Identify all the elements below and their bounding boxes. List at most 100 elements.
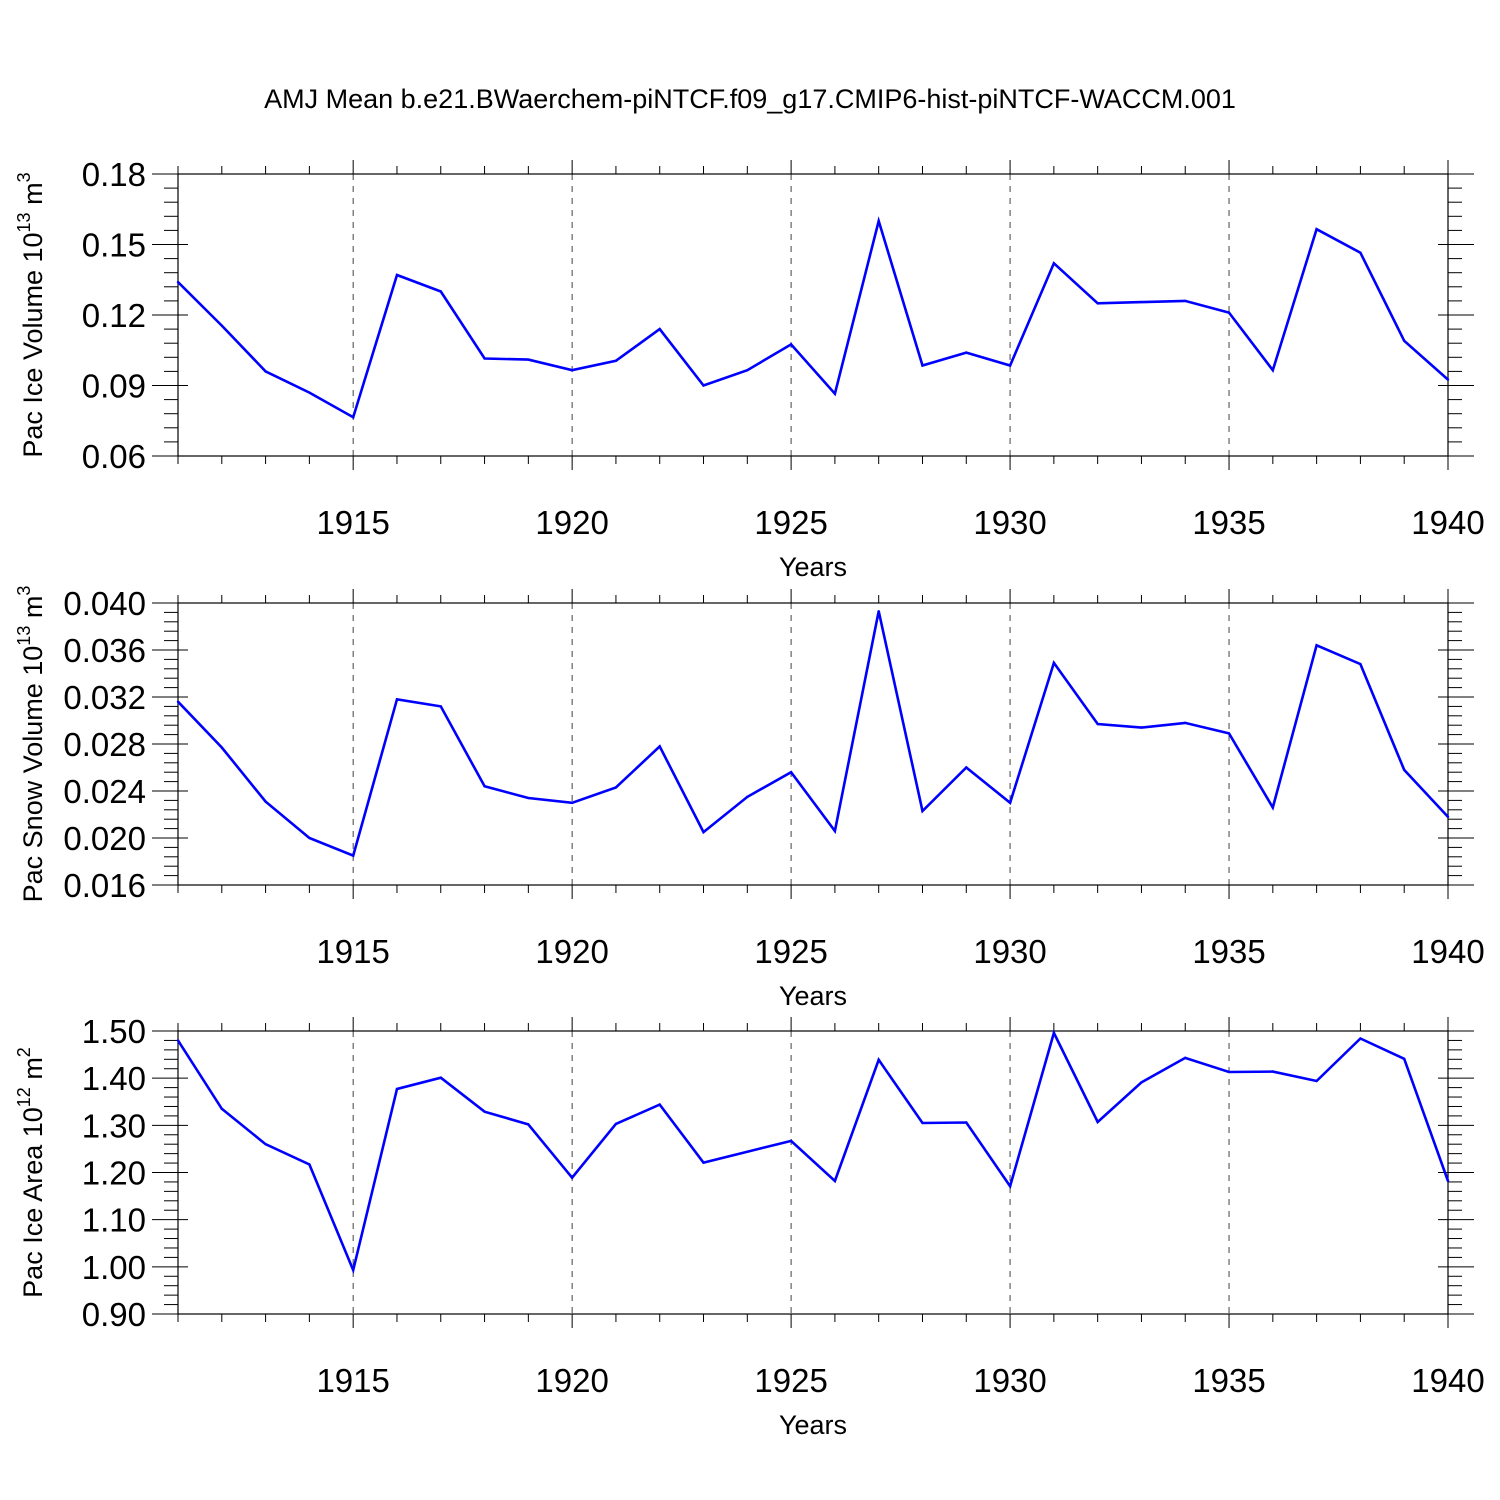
x-tick-label: 1920 bbox=[535, 933, 608, 970]
data-point bbox=[1315, 1079, 1318, 1083]
y-tick-label: 1.20 bbox=[82, 1155, 146, 1192]
data-point bbox=[1008, 364, 1012, 367]
x-tick-label: 1930 bbox=[973, 1362, 1046, 1399]
chart-panel-3: 0.90 1.00 1.10 1.20 1.30 1.40 1.50 1915 1920 1925… bbox=[14, 1013, 1485, 1440]
series-line bbox=[177, 216, 1449, 420]
x-tick-label: 1920 bbox=[535, 1362, 608, 1399]
data-point bbox=[527, 358, 530, 361]
data-point bbox=[746, 795, 749, 799]
data-point bbox=[658, 327, 661, 331]
data-point bbox=[1096, 302, 1099, 305]
data-point bbox=[483, 1110, 486, 1113]
data-point bbox=[1446, 1179, 1450, 1183]
data-point bbox=[1403, 1057, 1406, 1061]
data-point bbox=[220, 324, 223, 327]
y-axis-label: Pac Ice Volume 1013 m3 bbox=[14, 172, 48, 457]
data-point bbox=[570, 801, 574, 804]
data-point bbox=[1140, 300, 1143, 304]
data-point bbox=[965, 1121, 968, 1124]
data-point bbox=[921, 364, 924, 367]
data-point bbox=[789, 1139, 793, 1143]
data-point bbox=[877, 610, 880, 613]
y-tick-label: 0.020 bbox=[63, 820, 146, 857]
data-point bbox=[176, 1039, 180, 1042]
y-tick-label: 1.10 bbox=[82, 1202, 146, 1239]
data-point bbox=[1315, 228, 1318, 231]
data-point bbox=[395, 273, 399, 277]
data-point bbox=[658, 1103, 661, 1106]
data-point bbox=[965, 351, 968, 354]
data-point bbox=[439, 705, 442, 708]
x-tick-label: 1930 bbox=[973, 504, 1046, 541]
y-tick-label: 0.18 bbox=[82, 156, 146, 193]
data-point bbox=[1052, 1031, 1056, 1035]
data-point bbox=[527, 796, 530, 800]
data-point bbox=[264, 800, 267, 803]
data-point bbox=[570, 369, 574, 372]
x-tick-label: 1940 bbox=[1411, 504, 1484, 541]
data-point bbox=[395, 1087, 399, 1091]
data-point bbox=[439, 290, 442, 293]
y-tick-label: 0.024 bbox=[63, 773, 146, 810]
x-axis-label: Years bbox=[779, 552, 847, 582]
data-point bbox=[1271, 806, 1275, 809]
data-point bbox=[1403, 768, 1406, 772]
chart-panel-1: 0.06 0.09 0.12 0.15 0.18 1915 1920 1925 1930 1935… bbox=[14, 156, 1485, 582]
data-point bbox=[264, 1143, 267, 1146]
data-point bbox=[308, 836, 311, 840]
x-axis-label: Years bbox=[779, 981, 847, 1011]
data-point bbox=[1227, 732, 1231, 735]
y-tick-label: 0.040 bbox=[63, 585, 146, 622]
data-point bbox=[1359, 662, 1362, 666]
data-point bbox=[614, 786, 618, 789]
data-point bbox=[1227, 311, 1231, 314]
data-point bbox=[1184, 299, 1187, 303]
x-tick-label: 1925 bbox=[754, 933, 827, 970]
data-point bbox=[176, 700, 180, 703]
y-tick-label: 1.40 bbox=[82, 1060, 146, 1097]
data-point bbox=[746, 1150, 749, 1153]
data-point bbox=[308, 391, 311, 394]
data-point bbox=[702, 384, 705, 387]
data-point bbox=[614, 359, 618, 363]
data-point bbox=[1140, 726, 1143, 729]
y-tick-label: 0.028 bbox=[63, 726, 146, 763]
data-point bbox=[614, 1122, 618, 1126]
x-tick-label: 1935 bbox=[1192, 933, 1265, 970]
chart-panel-2: 0.016 0.020 0.024 0.028 0.032 0.036 0.040 1915 1… bbox=[14, 585, 1485, 1011]
data-point bbox=[1184, 1056, 1187, 1060]
plot-frame bbox=[177, 602, 1449, 886]
data-point bbox=[877, 1058, 880, 1061]
data-point bbox=[1052, 262, 1056, 265]
y-tick-label: 0.15 bbox=[82, 227, 146, 264]
x-tick-label: 1915 bbox=[316, 933, 389, 970]
y-tick-label: 1.50 bbox=[82, 1013, 146, 1050]
data-point bbox=[1359, 251, 1362, 254]
data-point bbox=[702, 830, 705, 834]
data-point bbox=[1359, 1037, 1362, 1040]
plot-frame bbox=[177, 173, 1449, 457]
data-point bbox=[1271, 369, 1275, 372]
x-tick-label: 1915 bbox=[316, 504, 389, 541]
x-tick-label: 1930 bbox=[973, 933, 1046, 970]
x-tick-label: 1915 bbox=[316, 1362, 389, 1399]
data-point bbox=[658, 745, 661, 748]
data-point bbox=[877, 219, 880, 223]
data-point bbox=[527, 1123, 530, 1126]
data-point bbox=[965, 766, 968, 769]
y-tick-label: 0.016 bbox=[63, 867, 146, 904]
data-point bbox=[789, 343, 793, 346]
data-point bbox=[833, 829, 837, 833]
y-axis-label: Pac Ice Area 1012 m2 bbox=[14, 1047, 48, 1298]
y-tick-label: 0.036 bbox=[63, 632, 146, 669]
data-point bbox=[220, 746, 223, 749]
data-point bbox=[1052, 661, 1056, 665]
data-point bbox=[308, 1163, 311, 1166]
data-point bbox=[351, 1268, 355, 1272]
data-point bbox=[264, 370, 267, 373]
x-tick-label: 1940 bbox=[1411, 1362, 1484, 1399]
data-point bbox=[483, 357, 486, 360]
data-point bbox=[395, 698, 399, 701]
data-point bbox=[1008, 801, 1012, 804]
